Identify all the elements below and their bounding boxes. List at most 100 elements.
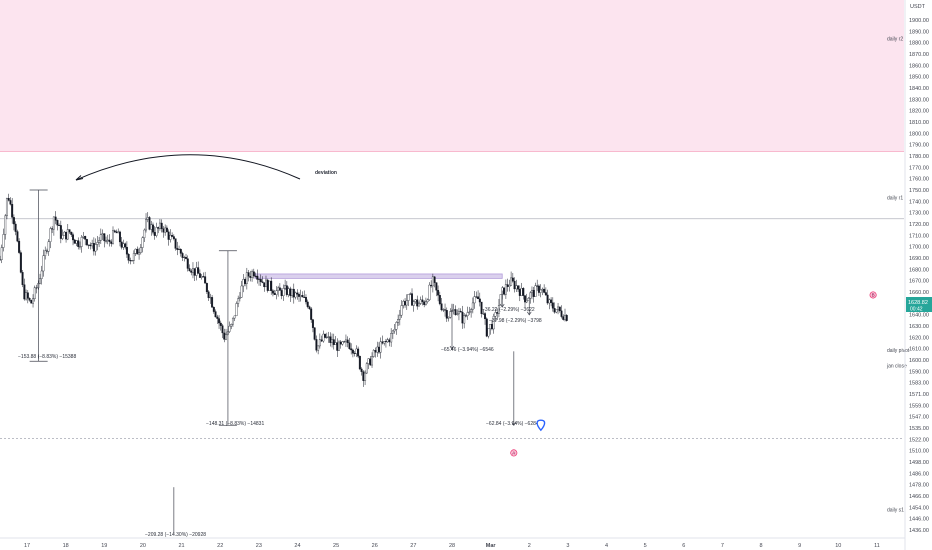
candle-body — [202, 276, 205, 278]
candle-body — [164, 227, 167, 233]
level-label: daily r2 — [887, 37, 903, 43]
candle-body — [181, 253, 184, 258]
candle-body — [108, 239, 111, 242]
candle-body — [7, 198, 10, 201]
candle-body — [266, 279, 269, 291]
candle-body — [186, 258, 189, 269]
candle-body — [397, 319, 400, 323]
candle-body — [390, 333, 393, 343]
candle-body — [30, 300, 33, 304]
candle-body — [214, 311, 217, 318]
candle-body — [252, 271, 255, 277]
measure-label: −153.88 (−8.83%) −15388 — [18, 354, 76, 360]
candle-body — [466, 312, 469, 317]
candle-body — [402, 301, 405, 306]
candle-body — [491, 324, 493, 330]
candle-body — [204, 276, 207, 284]
candle-body — [235, 303, 238, 317]
price-tick-label: 1880.00 — [909, 41, 929, 47]
measure-arrowhead — [526, 311, 532, 316]
zones-layer — [0, 0, 904, 279]
candle-body — [270, 280, 273, 291]
price-tick-label: 1860.00 — [909, 63, 929, 69]
candle-body — [518, 289, 521, 296]
candle-body — [39, 278, 41, 284]
candle-body — [318, 339, 321, 347]
candle-body — [49, 228, 52, 242]
price-tick-label: 1660.00 — [909, 290, 929, 296]
time-tick-label: 5 — [644, 543, 647, 549]
candle-body — [350, 348, 353, 351]
candle-body — [313, 327, 316, 340]
candle-body — [562, 316, 565, 320]
price-axis[interactable]: 1900.00 1890.00 1880.00 1870.00 1860.00 1850.… — [909, 18, 929, 534]
candle-body — [325, 336, 328, 338]
candle-body — [61, 235, 64, 239]
candle-body — [338, 341, 340, 351]
candle-body — [225, 334, 227, 340]
candle-body — [84, 236, 87, 240]
candle-body — [485, 318, 488, 337]
candle-body — [308, 306, 311, 310]
candle-body — [245, 272, 248, 284]
candle-body — [511, 277, 514, 282]
candle-body — [47, 241, 50, 252]
candle-body — [433, 276, 436, 283]
candle-body — [298, 294, 300, 297]
candle-body — [379, 341, 382, 353]
candle-body — [400, 305, 403, 316]
candle-body — [499, 294, 502, 306]
candle-body — [110, 241, 113, 244]
candle-body — [369, 358, 372, 366]
candle-body — [558, 306, 561, 312]
currency-label: USDT — [910, 4, 926, 10]
candle-body — [51, 228, 54, 230]
candle-body — [475, 296, 478, 298]
candle-body — [508, 284, 511, 287]
candle-body — [367, 358, 370, 364]
price-tick-label: 1600.00 — [909, 358, 929, 364]
candle-body — [14, 223, 17, 232]
candle-body — [152, 224, 154, 233]
price-tick-label: 1710.00 — [909, 233, 929, 239]
candle-body — [504, 284, 507, 295]
candle-body — [546, 294, 549, 304]
level-label: daily pivot — [887, 348, 910, 354]
candle-body — [457, 310, 460, 315]
time-tick-label: 22 — [217, 543, 223, 549]
candle-body — [303, 296, 306, 298]
candle-body — [258, 279, 261, 281]
time-tick-label: 11 — [874, 543, 880, 549]
candle-body — [73, 239, 76, 244]
candle-body — [244, 279, 247, 284]
candle-body — [268, 280, 271, 291]
price-tick-label: 1770.00 — [909, 165, 929, 171]
measure-label: −37.98 (−2.29%) −3798 — [489, 318, 542, 324]
candle-body — [484, 313, 487, 320]
price-tick-label: 1583.00 — [909, 381, 929, 387]
candle-body — [219, 322, 222, 326]
marker-letter: B — [872, 293, 875, 298]
candle-body — [343, 341, 346, 343]
marker-badge — [869, 291, 877, 299]
candle-body — [150, 224, 153, 230]
candle-body — [205, 283, 208, 293]
candle-body — [461, 311, 464, 324]
candle-body — [103, 233, 106, 242]
time-tick-label: Mar — [486, 543, 497, 549]
price-tick-label: 1436.00 — [909, 528, 929, 534]
candle-body — [28, 298, 31, 301]
deviation-arrowhead — [75, 175, 84, 181]
time-axis[interactable]: 17 18 19 20 21 22 23 24 25 26 27 28 Mar 2 3 4 5 6 7 8 9 10 11 — [24, 543, 880, 549]
candle-body — [98, 240, 101, 243]
candle-body — [259, 279, 262, 282]
candle-body — [329, 336, 332, 343]
time-tick-label: 28 — [449, 543, 455, 549]
time-tick-label: 23 — [256, 543, 262, 549]
candle-body — [539, 289, 542, 293]
candle-body — [529, 292, 532, 299]
candle-body — [468, 311, 471, 313]
candle-body — [411, 293, 413, 306]
candle-body — [560, 310, 563, 317]
candle-body — [256, 275, 259, 280]
